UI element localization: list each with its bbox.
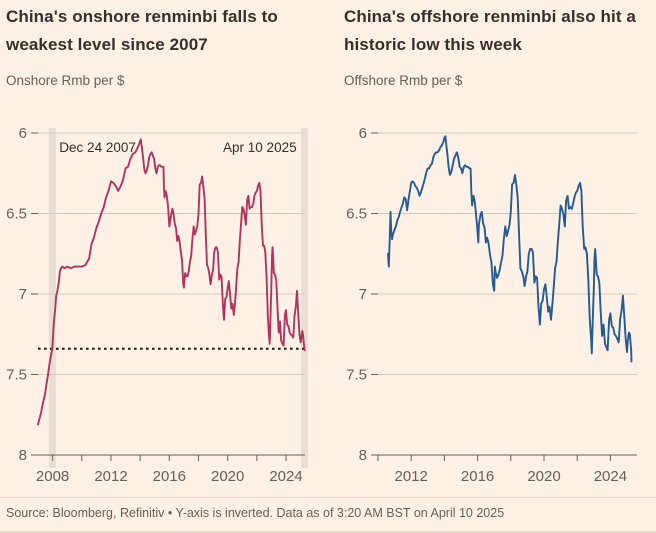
x-axis-label: 2008 bbox=[36, 468, 69, 485]
offshore-chart: 6 6.5 7 7.5 8 2012 2016 2020 2024 bbox=[346, 125, 637, 485]
bottom-edge bbox=[0, 531, 656, 533]
offshore-chart-title: China's offshore renminbi also hit a his… bbox=[344, 7, 636, 54]
offshore-rmb-per-usd-line bbox=[387, 135, 633, 363]
y-axis-label: 6.5 bbox=[6, 206, 27, 223]
y-axis-label: 7.5 bbox=[346, 367, 367, 384]
onshore-units-label: Onshore Rmb per $ bbox=[6, 73, 125, 88]
x-axis-label: 2024 bbox=[594, 468, 627, 485]
onshore-chart: 6 6.5 7 7.5 8 2008 2012 2016 2020 2024 Dec 24 2007… bbox=[6, 125, 309, 485]
x-axis-label: 2016 bbox=[153, 468, 186, 485]
x-axis-label: 2024 bbox=[269, 468, 302, 485]
onshore-rmb-per-usd-line bbox=[37, 138, 306, 426]
y-axis-label: 6 bbox=[359, 125, 367, 142]
x-axis-label: 2016 bbox=[461, 468, 494, 485]
x-axis-label: 2020 bbox=[211, 468, 244, 485]
y-axis-label: 8 bbox=[19, 447, 27, 464]
y-axis-label: 6 bbox=[19, 125, 27, 142]
date-highlight-band bbox=[301, 128, 309, 468]
y-axis-label: 8 bbox=[359, 447, 367, 464]
y-axis-label: 6.5 bbox=[346, 206, 367, 223]
y-axis-label: 7 bbox=[19, 286, 27, 303]
date-annotation: Dec 24 2007 bbox=[59, 140, 136, 155]
x-axis-label: 2012 bbox=[395, 468, 428, 485]
charts-canvas: 6 6.5 7 7.5 8 2008 2012 2016 2020 2024 Dec 24 2007… bbox=[6, 125, 637, 485]
date-annotation: Apr 10 2025 bbox=[223, 140, 297, 155]
x-axis-label: 2012 bbox=[94, 468, 127, 485]
y-axis-label: 7.5 bbox=[6, 367, 27, 384]
x-axis-label: 2020 bbox=[527, 468, 560, 485]
onshore-chart-title: China's onshore renminbi falls to weakes… bbox=[6, 7, 278, 54]
y-axis-label: 7 bbox=[359, 286, 367, 303]
source-footnote: Source: Bloomberg, Refinitiv • Y-axis is… bbox=[0, 497, 656, 520]
offshore-units-label: Offshore Rmb per $ bbox=[344, 73, 463, 88]
date-highlight-band bbox=[48, 128, 56, 468]
